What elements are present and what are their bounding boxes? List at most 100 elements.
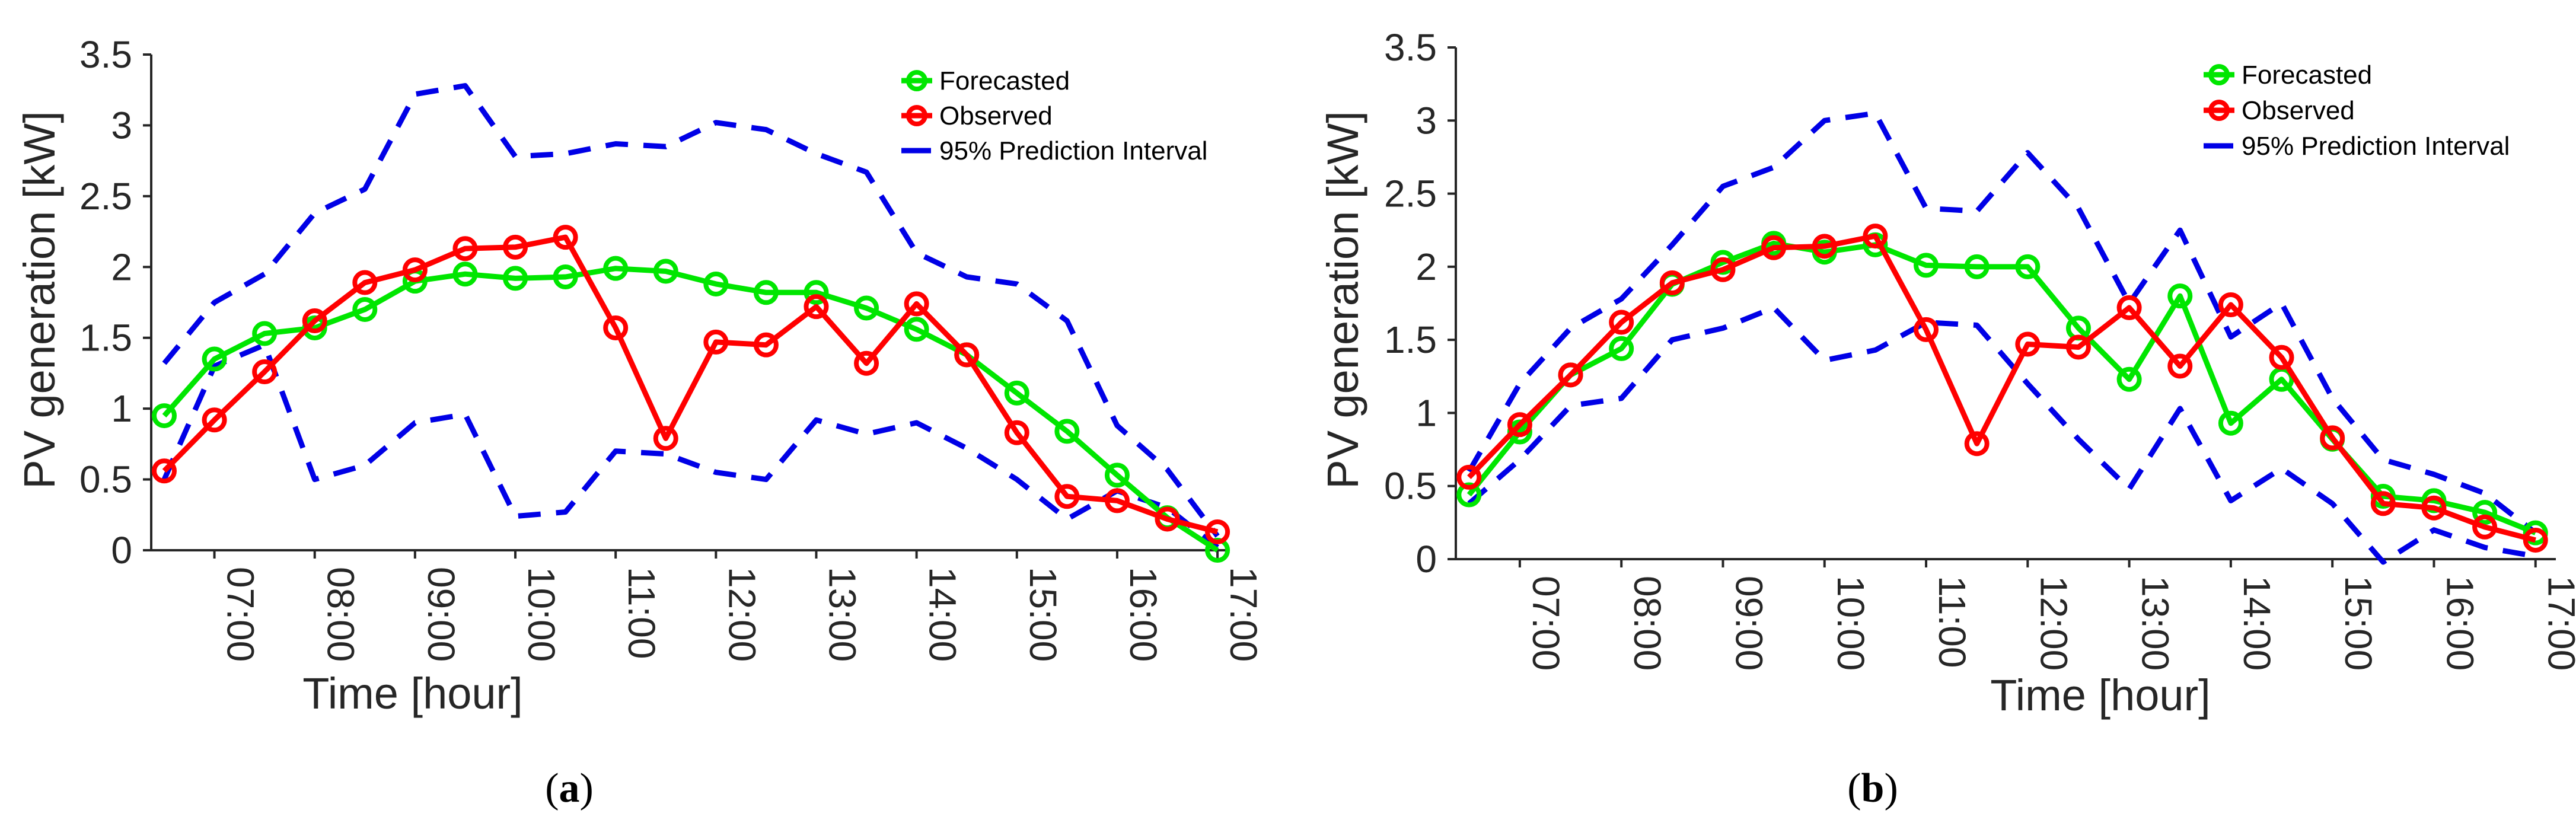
panel-b-series-observed (1467, 233, 2536, 543)
panel-b-point-forecasted (2167, 283, 2193, 309)
panel-b-ytick-label: 3.5 (1384, 26, 1437, 69)
panel-a-ytick-label: 2.5 (79, 175, 132, 218)
panel-b-point-forecasted (1914, 253, 1939, 278)
panel-a-point-forecasted (452, 261, 478, 287)
legend-observed-marker-icon (2208, 100, 2230, 121)
panel-b-ytick-label: 0 (1415, 538, 1437, 580)
panel-a-point-observed (503, 234, 528, 260)
panel-b-point-observed (2116, 295, 2142, 320)
panel-b-point-observed (2065, 334, 2091, 360)
panel-a-point-observed (452, 236, 478, 261)
panel-b-point-observed (2015, 331, 2041, 357)
legend-observed-marker-icon (906, 105, 927, 126)
panel-a-point-observed (804, 294, 829, 320)
caption-a: (a) (545, 765, 594, 811)
panel-a-point-forecasted (854, 295, 879, 321)
panel-b-point-forecasted (1609, 336, 1634, 361)
panel-a-xtick-label: 16:00 (1122, 567, 1165, 662)
panel-b-point-observed (1761, 235, 1787, 260)
panel-a-point-observed (402, 257, 428, 283)
panel-b-xtick-label: 13:00 (2134, 576, 2177, 671)
panel-a-point-forecasted (653, 259, 678, 284)
panel-a-xtick-label: 12:00 (720, 567, 763, 662)
panel-a-axes (150, 55, 1228, 551)
panel-b-point-observed (2421, 495, 2447, 521)
panel-a-point-forecasted (703, 271, 729, 296)
panel-a-point-forecasted (352, 296, 378, 322)
panel-b-ytick-label: 2.5 (1384, 173, 1437, 215)
panel-a-ytick-label: 3 (111, 104, 132, 146)
panel-a-point-observed (1205, 519, 1230, 544)
panel-a-xtick-label: 07:00 (219, 567, 262, 662)
panel-b-point-observed (1710, 257, 1736, 282)
panel-b-legend: Forecasted Observed 95% Prediction Inter… (2192, 55, 2537, 165)
panel-a-point-observed (553, 225, 578, 250)
panel-b-point-forecasted (2218, 410, 2243, 436)
panel-b-legend-forecasted: Forecasted (2242, 60, 2372, 90)
panel-a-point-observed (753, 332, 779, 358)
panel-a-point-forecasted (904, 317, 929, 342)
panel-a-point-observed (1104, 488, 1130, 513)
panel-a-point-observed (904, 291, 929, 317)
panel-b-series (1456, 110, 2548, 565)
panel-b-point-observed (1609, 310, 1634, 335)
panel-a-ytick-label: 0 (111, 529, 132, 572)
panel-a-ytick-label: 1.5 (79, 317, 132, 359)
panel-b-ytick-label: 3 (1415, 99, 1437, 142)
panel-b-ylabel: PV generation [kW] (1318, 111, 1367, 489)
panel-a-series (151, 83, 1230, 563)
panel-b: 0 0.5 1 1.5 2 2.5 3 3.5 07:00 08:00 09:00 10:00 11:0… (1318, 26, 2576, 720)
panel-b-point-observed (2269, 344, 2294, 370)
panel-b-ytick-label: 0.5 (1384, 465, 1437, 508)
panel-a-xtick-label: 15:00 (1022, 567, 1064, 662)
panel-a-point-observed (703, 329, 729, 355)
panel-b-axes (1455, 47, 2556, 560)
panel-b-legend-interval: 95% Prediction Interval (2242, 132, 2510, 161)
panel-a-xtick-label: 14:00 (922, 567, 964, 662)
panel-a-point-forecasted (1054, 419, 1080, 444)
panel-a-point-observed (854, 350, 879, 376)
legend-forecasted-marker-icon (906, 70, 927, 91)
panel-b-point-observed (1558, 362, 1583, 388)
panel-a-point-observed (653, 426, 678, 451)
panel-a-point-forecasted (804, 280, 829, 305)
panel-a-xtick-label: 10:00 (520, 567, 563, 662)
panel-a-point-observed (202, 407, 227, 433)
panel-b-ytick-label: 1.5 (1384, 318, 1437, 361)
panel-b-point-forecasted (1456, 482, 1482, 508)
panel-a-series-interval-lower (161, 342, 1219, 550)
panel-a-ticks: 0 0.5 1 1.5 2 2.5 3 3.5 07:00 08:00 09:00 10:00 11:0… (79, 33, 1265, 662)
panel-a-xtick-label: 17:00 (1222, 567, 1265, 662)
panel-b-xtick-label: 16:00 (2438, 576, 2481, 671)
panel-b-xtick-label: 17:00 (2540, 576, 2576, 671)
panel-a-legend: Forecasted Observed 95% Prediction Inter… (894, 61, 1220, 171)
panel-b-point-observed (1863, 224, 1888, 249)
caption-a-letter: a (559, 765, 580, 811)
panel-a-xtick-label: 09:00 (420, 567, 463, 662)
panel-a-point-observed (352, 270, 378, 295)
panel-a-point-forecasted (753, 280, 779, 305)
panel-a-series-forecasted (162, 266, 1219, 553)
panel-b-point-observed (2370, 491, 2396, 516)
panel-a-point-observed (954, 342, 980, 368)
panel-a-point-observed (1004, 420, 1029, 445)
caption-b: (b) (1847, 765, 1898, 811)
panel-a-legend-interval: 95% Prediction Interval (939, 136, 1207, 165)
panel-a-point-observed (151, 458, 177, 484)
panel-a-ytick-label: 3.5 (79, 33, 132, 76)
panel-b-point-observed (1456, 464, 1482, 490)
panel-a-point-forecasted (503, 266, 528, 291)
panel-a-point-observed (302, 308, 327, 334)
panel-b-point-observed (1659, 270, 1685, 295)
panel-a-xtick-label: 13:00 (821, 567, 863, 662)
panel-b-xtick-label: 10:00 (1829, 576, 1872, 671)
panel-a-point-observed (1155, 506, 1180, 532)
panel-a-xtick-label: 11:00 (620, 567, 663, 659)
panel-b-point-observed (2218, 292, 2243, 317)
panel-b-point-forecasted (2116, 366, 2142, 392)
panel-a-ytick-label: 1 (111, 387, 132, 430)
panel-b-point-observed (2472, 514, 2498, 540)
panel-a-point-forecasted (1104, 462, 1130, 488)
panel-b-xtick-label: 09:00 (1727, 576, 1770, 671)
